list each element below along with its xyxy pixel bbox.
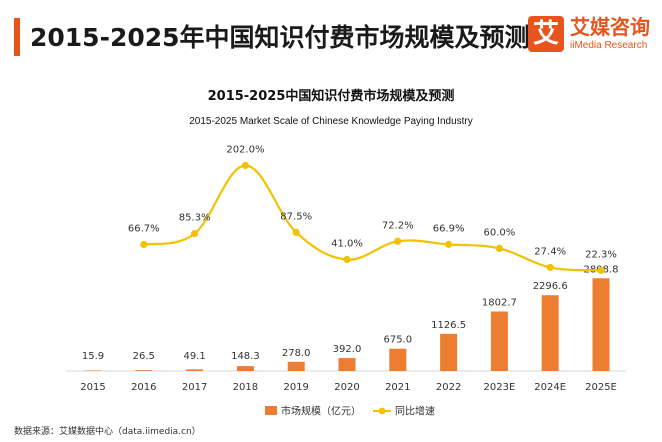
bar-value-label: 49.1 — [183, 351, 205, 362]
bar — [389, 348, 407, 371]
growth-rate-label: 60.0% — [484, 227, 516, 238]
chart-subtitle: 2015-2025 Market Scale of Chinese Knowle… — [189, 116, 473, 127]
data-source: 数据来源：艾媒数据中心（data.iimedia.cn） — [14, 427, 201, 437]
growth-rate-label: 66.9% — [433, 223, 465, 234]
bar — [440, 333, 458, 371]
growth-rate-point — [597, 266, 605, 275]
growth-rate-label: 202.0% — [226, 145, 264, 156]
x-tick-label: 2016 — [131, 382, 156, 393]
growth-rate-label: 41.0% — [331, 238, 363, 249]
bar — [135, 370, 153, 371]
brand-logo: 艾 艾媒咨询 iiMedia Research — [528, 16, 656, 58]
growth-rate-point — [546, 263, 554, 272]
growth-rate-point — [292, 228, 300, 236]
growth-rate-point — [394, 237, 402, 245]
bar — [236, 366, 254, 371]
legend-bar-label: 市场规模（亿元） — [281, 405, 361, 418]
growth-rate-label: 66.7% — [128, 223, 160, 234]
logo-icon: 艾 — [528, 16, 564, 52]
legend-line-label: 同比增速 — [395, 405, 435, 418]
bar-value-label: 1126.5 — [431, 320, 466, 331]
logo-name-cn: 艾媒咨询 — [570, 15, 650, 39]
growth-rate-label: 72.2% — [382, 220, 414, 231]
bar-value-label: 278.0 — [282, 348, 311, 359]
bar — [287, 361, 305, 371]
x-tick-label: 2015 — [80, 382, 105, 393]
growth-rate-label: 27.4% — [534, 246, 566, 257]
page-title: 2015-2025年中国知识付费市场规模及预测 — [30, 23, 530, 52]
x-tick-label: 2024E — [534, 382, 566, 393]
legend-line-marker — [378, 407, 386, 415]
bar — [490, 311, 508, 371]
bar — [186, 369, 204, 371]
growth-rate-point — [140, 240, 148, 249]
bar-value-label: 26.5 — [133, 351, 155, 362]
chart-title: 2015-2025中国知识付费市场规模及预测 — [207, 89, 455, 104]
x-tick-label: 2023E — [484, 382, 516, 393]
bar-value-label: 148.3 — [231, 351, 260, 362]
bar — [84, 370, 102, 371]
bar-value-label: 392.0 — [333, 344, 362, 355]
x-tick-label: 2018 — [233, 382, 258, 393]
bar-value-label: 1802.7 — [482, 298, 517, 309]
growth-rate-label: 22.3% — [585, 249, 617, 260]
x-tick-label: 2021 — [385, 382, 410, 393]
growth-rate-label: 87.5% — [280, 211, 312, 222]
legend-bar-swatch — [265, 406, 277, 415]
logo-name-en: iiMedia Research — [570, 40, 648, 51]
growth-rate-point — [241, 161, 249, 170]
growth-rate-label: 85.3% — [179, 213, 211, 224]
growth-rate-point — [495, 244, 503, 253]
bar-value-label: 15.9 — [82, 351, 104, 362]
x-tick-label: 2019 — [283, 382, 308, 393]
growth-rate-point — [343, 255, 351, 264]
x-tick-label: 2022 — [436, 382, 461, 393]
growth-rate-point — [445, 240, 453, 248]
bar — [338, 358, 356, 371]
bar — [592, 278, 610, 371]
bar-value-label: 2296.6 — [533, 281, 568, 292]
x-tick-label: 2017 — [182, 382, 207, 393]
x-tick-label: 2025E — [585, 382, 617, 393]
x-tick-label: 2020 — [334, 382, 359, 393]
title-accent-bar — [14, 18, 20, 56]
bar-value-label: 675.0 — [383, 335, 412, 346]
growth-rate-line — [143, 164, 602, 272]
growth-rate-point — [191, 230, 199, 238]
bar — [541, 295, 559, 371]
